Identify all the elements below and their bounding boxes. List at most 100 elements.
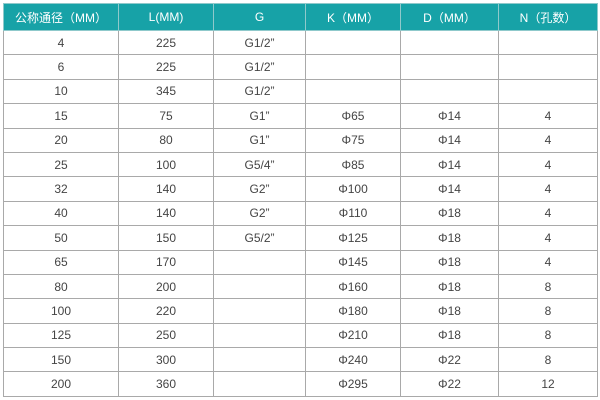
table-cell [305, 54, 401, 80]
table-cell: Φ18 [400, 298, 499, 324]
table-cell: G5/4” [213, 151, 306, 178]
table-cell: 40 [3, 200, 119, 227]
table-row: 40 140 G2” Φ110 Φ18 4 [3, 200, 598, 227]
table-cell: G1/2” [213, 29, 306, 56]
table-row: 80 200 Φ160 Φ18 8 [3, 273, 598, 300]
table-cell: 6 [3, 54, 119, 80]
table-cell [213, 298, 306, 324]
table-cell: Φ180 [305, 298, 401, 324]
table-cell: Φ14 [400, 103, 499, 129]
table-cell: 4 [498, 127, 598, 153]
table-cell: 125 [3, 322, 119, 349]
table-header-row: 公称通径（MM） L(MM) G K（MM） D（MM） N（孔数） [3, 3, 598, 31]
table-cell: Φ22 [400, 347, 499, 373]
table-cell: 8 [498, 347, 598, 373]
table-cell: 200 [118, 273, 214, 300]
table-cell: Φ18 [400, 322, 499, 349]
table-row: 4 225 G1/2” [3, 29, 598, 56]
table-cell: Φ110 [305, 200, 401, 227]
table-cell: G1/2” [213, 78, 306, 105]
table-cell: Φ65 [305, 103, 401, 129]
table-cell: 75 [118, 103, 214, 129]
table-cell [213, 371, 306, 397]
table-cell: 80 [118, 127, 214, 153]
table-cell: Φ160 [305, 273, 401, 300]
table-cell [305, 29, 401, 56]
table-cell: 4 [498, 225, 598, 251]
column-header: L(MM) [118, 3, 214, 31]
table-cell [213, 347, 306, 373]
table-cell: 20 [3, 127, 119, 153]
table-cell: Φ125 [305, 225, 401, 251]
table-cell: 300 [118, 347, 214, 373]
table-cell: Φ14 [400, 127, 499, 153]
table-row: 65 170 Φ145 Φ18 4 [3, 249, 598, 275]
table-cell: 225 [118, 29, 214, 56]
spec-table: 公称通径（MM） L(MM) G K（MM） D（MM） N（孔数） 4 225 G1/2” 6… [3, 3, 598, 397]
table-row: 6 225 G1/2” [3, 54, 598, 80]
table-cell: 140 [118, 176, 214, 202]
table-cell: 80 [3, 273, 119, 300]
table-cell: 100 [3, 298, 119, 324]
table-cell: Φ295 [305, 371, 401, 397]
table-cell: 32 [3, 176, 119, 202]
table-cell: 4 [498, 103, 598, 129]
table-cell [498, 29, 598, 56]
table-cell: 12 [498, 371, 598, 397]
column-header: 公称通径（MM） [3, 3, 119, 31]
table-row: 50 150 G5/2” Φ125 Φ18 4 [3, 225, 598, 251]
table-row: 32 140 G2” Φ100 Φ14 4 [3, 176, 598, 202]
column-header: N（孔数） [498, 3, 598, 31]
table-cell: Φ14 [400, 176, 499, 202]
column-header: D（MM） [400, 3, 499, 31]
table-cell: G5/2” [213, 225, 306, 251]
table-cell: Φ18 [400, 225, 499, 251]
table-cell: 8 [498, 273, 598, 300]
column-header: G [213, 3, 306, 31]
table-cell: 15 [3, 103, 119, 129]
table-cell: 8 [498, 322, 598, 349]
column-header: K（MM） [305, 3, 401, 31]
table-cell: Φ210 [305, 322, 401, 349]
table-cell: G1” [213, 103, 306, 129]
table-cell: Φ145 [305, 249, 401, 275]
table-cell: G1” [213, 127, 306, 153]
table-cell: 170 [118, 249, 214, 275]
table-cell: 360 [118, 371, 214, 397]
table-cell: Φ85 [305, 151, 401, 178]
table-row: 100 220 Φ180 Φ18 8 [3, 298, 598, 324]
table-row: 200 360 Φ295 Φ22 12 [3, 371, 598, 397]
table-cell: 140 [118, 200, 214, 227]
table-cell: 4 [498, 200, 598, 227]
table-cell: 65 [3, 249, 119, 275]
table-cell: Φ240 [305, 347, 401, 373]
table-cell: 250 [118, 322, 214, 349]
table-cell [498, 78, 598, 105]
table-cell: G2” [213, 176, 306, 202]
table-cell: 4 [498, 151, 598, 178]
table-cell: Φ14 [400, 151, 499, 178]
table-cell: Φ18 [400, 273, 499, 300]
table-cell: 4 [3, 29, 119, 56]
table-cell: 4 [498, 176, 598, 202]
table-cell: G2” [213, 200, 306, 227]
table-cell: 100 [118, 151, 214, 178]
table-cell: 150 [118, 225, 214, 251]
table-cell [305, 78, 401, 105]
table-cell: 25 [3, 151, 119, 178]
table-cell: Φ22 [400, 371, 499, 397]
table-cell: Φ18 [400, 249, 499, 275]
table-cell [213, 273, 306, 300]
table-cell: Φ100 [305, 176, 401, 202]
table-cell: 220 [118, 298, 214, 324]
table-row: 20 80 G1” Φ75 Φ14 4 [3, 127, 598, 153]
table-row: 15 75 G1” Φ65 Φ14 4 [3, 103, 598, 129]
table-row: 150 300 Φ240 Φ22 8 [3, 347, 598, 373]
table-cell: 200 [3, 371, 119, 397]
table-cell: 225 [118, 54, 214, 80]
table-cell [213, 249, 306, 275]
table-row: 10 345 G1/2” [3, 78, 598, 105]
table-cell [400, 54, 499, 80]
table-row: 125 250 Φ210 Φ18 8 [3, 322, 598, 349]
table-cell [498, 54, 598, 80]
